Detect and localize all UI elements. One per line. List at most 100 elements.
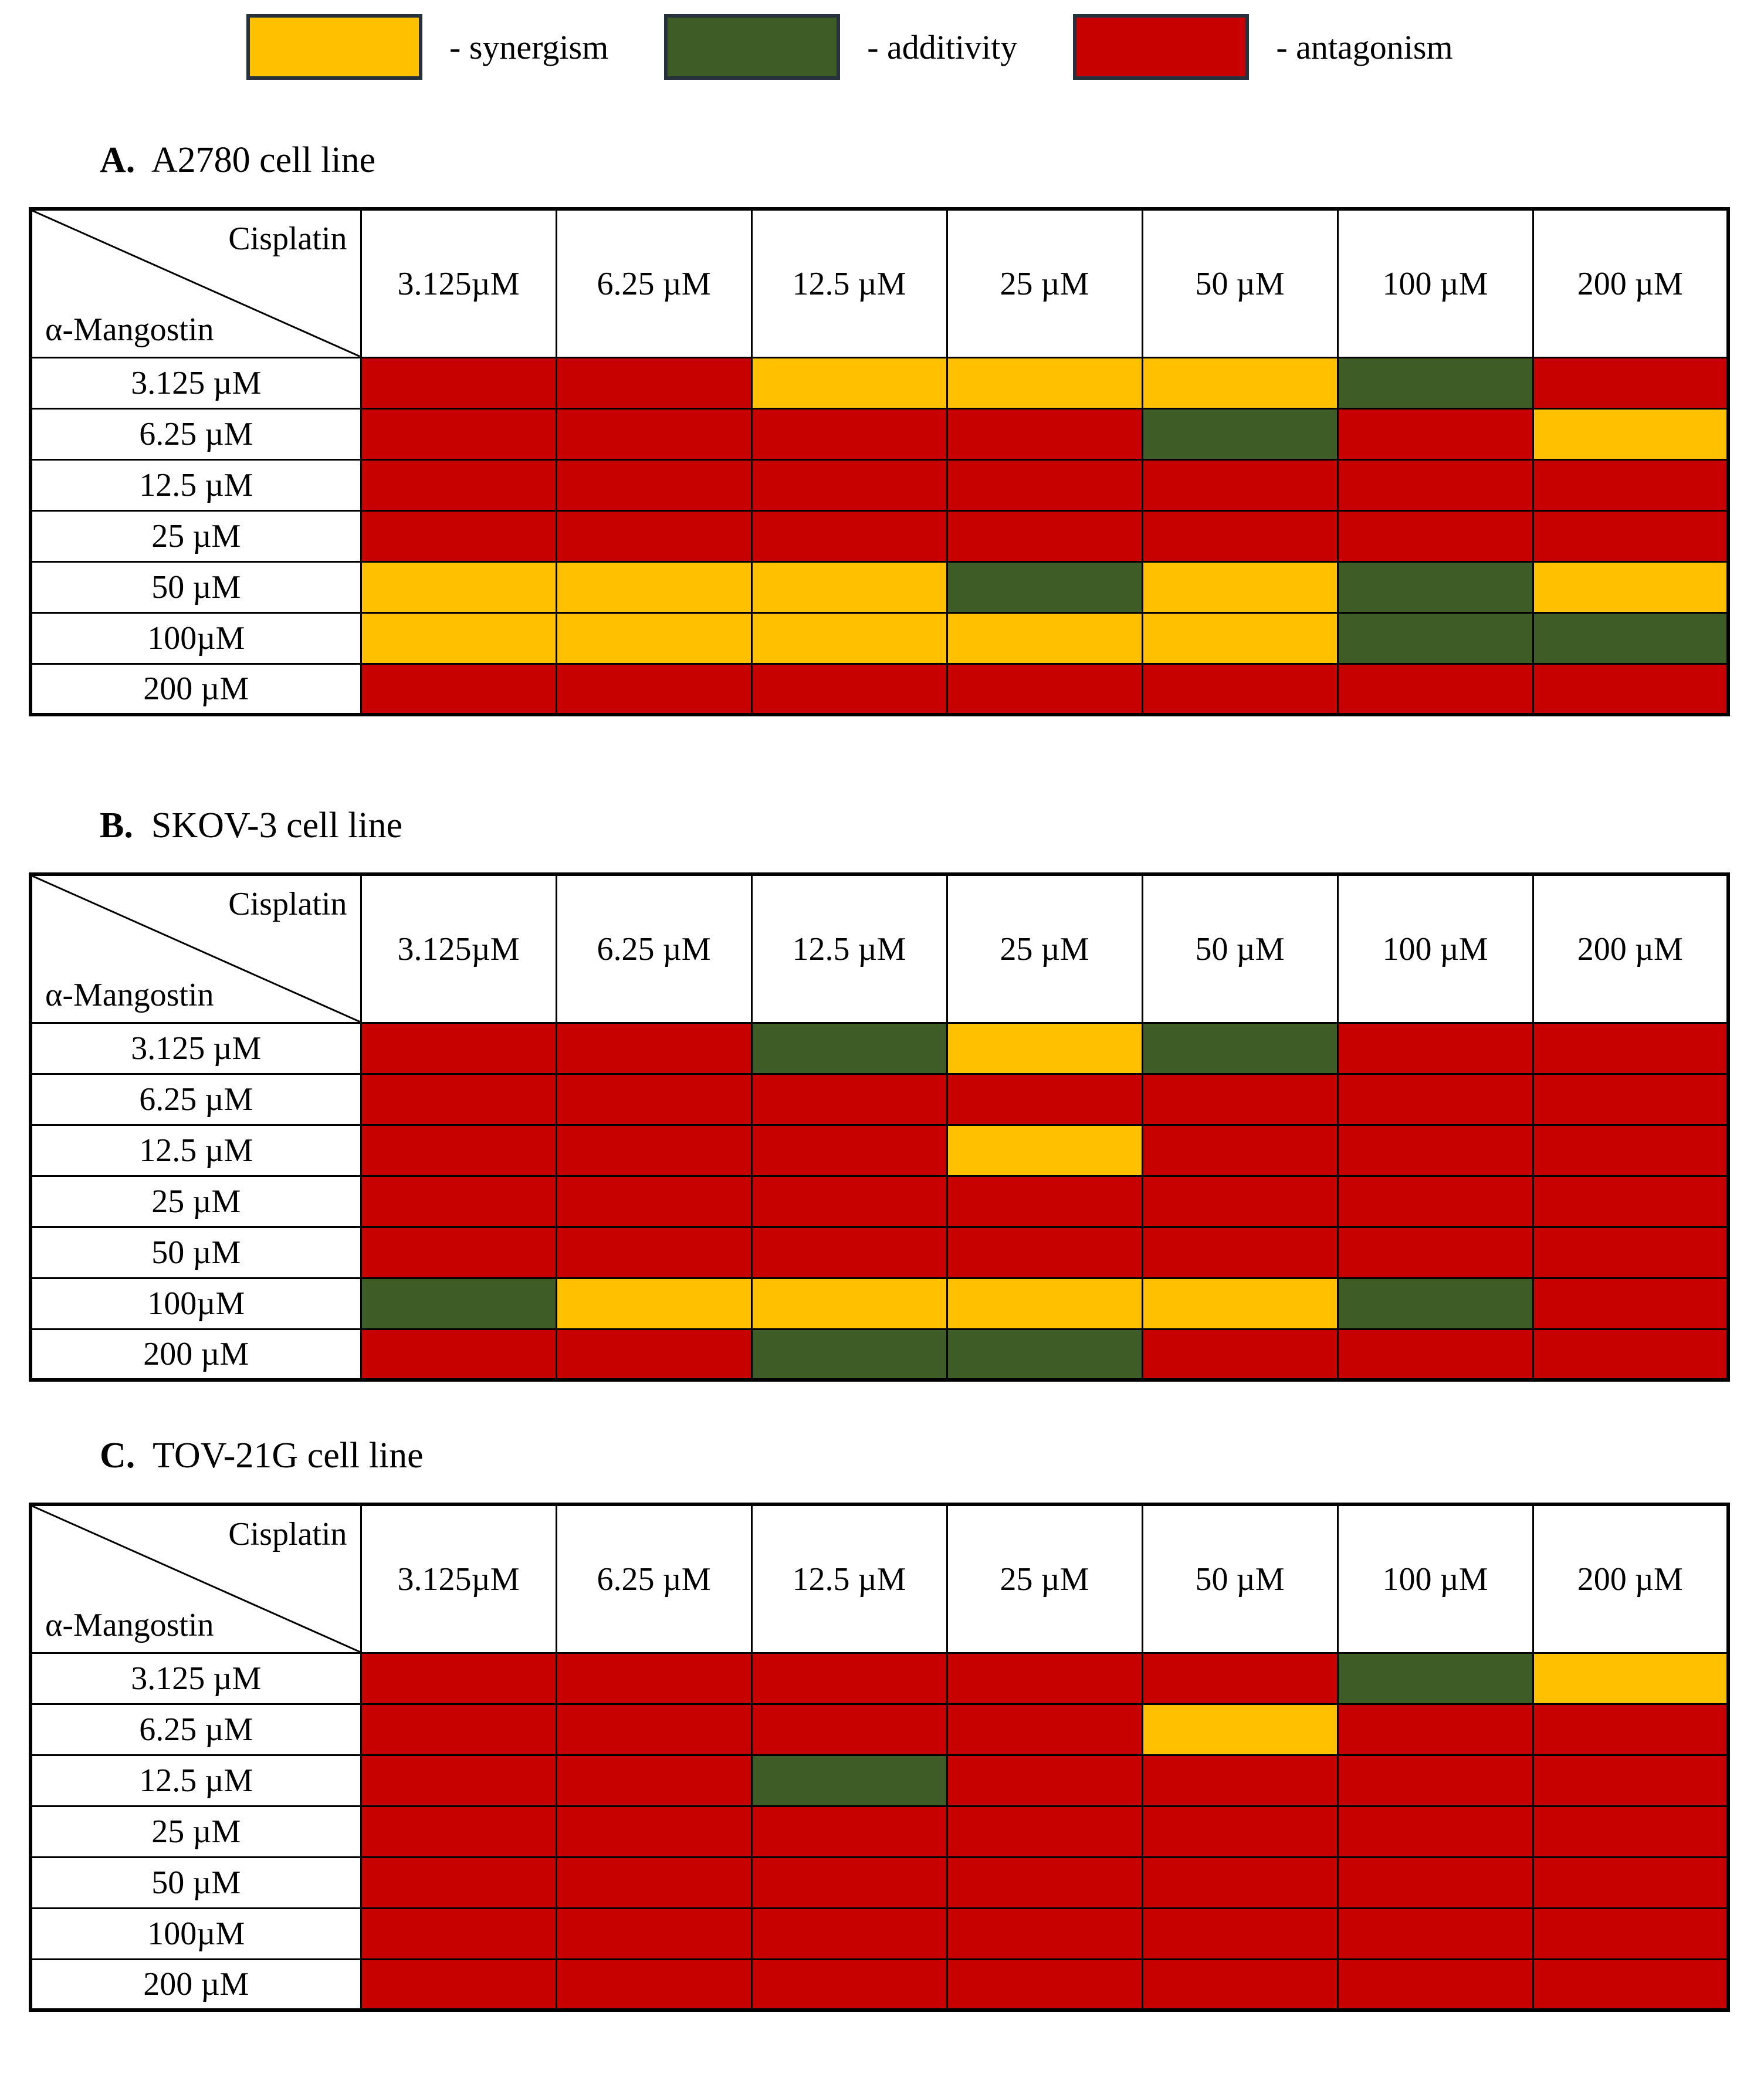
result-cell-antagonism (360, 662, 557, 716)
result-cell-antagonism (750, 1652, 948, 1705)
result-cell-antagonism (1141, 1652, 1339, 1705)
result-cell-antagonism (360, 1703, 557, 1756)
result-cell-antagonism (555, 1021, 753, 1075)
result-cell-synergism (946, 1277, 1143, 1330)
cisplatin-concentration-header: 12.5 µM (750, 1503, 948, 1654)
column-drug-label: Cisplatin (228, 886, 347, 923)
result-cell-antagonism (1532, 1277, 1729, 1330)
mangostin-concentration-label: 50 µM (29, 1856, 362, 1909)
result-cell-antagonism (1532, 662, 1729, 716)
result-cell-synergism (750, 356, 948, 410)
result-cell-synergism (555, 1277, 753, 1330)
cisplatin-concentration-header: 100 µM (1336, 208, 1534, 358)
table-row: 12.5 µM (29, 1124, 1729, 1177)
result-cell-antagonism (555, 1124, 753, 1177)
result-cell-additivity (1336, 1652, 1534, 1705)
cell-line-name: TOV-21G cell line (153, 1436, 424, 1476)
table-row: 100µM (29, 1277, 1729, 1330)
mangostin-concentration-label: 3.125 µM (29, 1021, 362, 1075)
result-cell-antagonism (1141, 1072, 1339, 1126)
result-cell-synergism (750, 1277, 948, 1330)
cisplatin-concentration-header: 25 µM (946, 1503, 1143, 1654)
result-cell-antagonism (1532, 1907, 1729, 1960)
result-cell-antagonism (555, 458, 753, 512)
cisplatin-concentration-header: 100 µM (1336, 1503, 1534, 1654)
row-drug-label: α-Mangostin (45, 311, 214, 348)
diagonal-divider (32, 876, 360, 1022)
result-cell-additivity (1336, 356, 1534, 410)
table-row: 50 µM (29, 1226, 1729, 1279)
result-cell-antagonism (946, 1958, 1143, 2011)
cisplatin-concentration-header: 12.5 µM (750, 873, 948, 1024)
result-cell-additivity (946, 560, 1143, 614)
result-cell-synergism (946, 356, 1143, 410)
result-cell-antagonism (360, 458, 557, 512)
mangostin-concentration-label: 50 µM (29, 560, 362, 614)
result-cell-antagonism (750, 1907, 948, 1960)
result-cell-antagonism (1141, 1226, 1339, 1279)
row-drug-label: α-Mangostin (45, 976, 214, 1013)
result-cell-antagonism (946, 1754, 1143, 1807)
result-cell-synergism (1141, 356, 1339, 410)
result-cell-additivity (750, 1328, 948, 1381)
result-cell-antagonism (1336, 458, 1534, 512)
result-cell-antagonism (750, 1805, 948, 1858)
result-cell-antagonism (360, 1175, 557, 1228)
cisplatin-concentration-header: 6.25 µM (555, 873, 753, 1024)
result-cell-antagonism (1532, 1805, 1729, 1858)
result-cell-antagonism (1336, 1175, 1534, 1228)
result-cell-antagonism (946, 1805, 1143, 1858)
result-cell-antagonism (946, 407, 1143, 461)
result-cell-antagonism (1532, 1754, 1729, 1807)
table-row: 25 µM (29, 1805, 1729, 1858)
result-cell-antagonism (946, 1072, 1143, 1126)
result-cell-synergism (1141, 1277, 1339, 1330)
cisplatin-concentration-header: 25 µM (946, 873, 1143, 1024)
mangostin-concentration-label: 12.5 µM (29, 1754, 362, 1807)
result-cell-antagonism (555, 1703, 753, 1756)
result-cell-synergism (360, 611, 557, 665)
result-cell-antagonism (1141, 1124, 1339, 1177)
panel-title: B. SKOV-3 cell line (100, 805, 1764, 847)
cisplatin-concentration-header: 50 µM (1141, 208, 1339, 358)
mangostin-concentration-label: 25 µM (29, 1805, 362, 1858)
panel-title: A. A2780 cell line (100, 140, 1764, 181)
legend-label: - antagonism (1276, 28, 1453, 66)
diagonal-divider (32, 1506, 360, 1652)
legend-item-synergism: - synergism (246, 14, 608, 80)
result-cell-antagonism (1141, 458, 1339, 512)
result-cell-antagonism (1532, 509, 1729, 563)
legend-item-antagonism: - antagonism (1073, 14, 1453, 80)
mangostin-concentration-label: 6.25 µM (29, 1072, 362, 1126)
result-cell-antagonism (555, 1072, 753, 1126)
result-cell-antagonism (1532, 1856, 1729, 1909)
panel-title: C. TOV-21G cell line (100, 1435, 1764, 1477)
result-cell-antagonism (750, 662, 948, 716)
panel-letter: A. (100, 140, 136, 180)
result-cell-antagonism (555, 1328, 753, 1381)
result-cell-antagonism (946, 509, 1143, 563)
result-cell-antagonism (555, 1175, 753, 1228)
result-cell-synergism (1532, 560, 1729, 614)
column-drug-label: Cisplatin (228, 1516, 347, 1553)
result-cell-antagonism (946, 1652, 1143, 1705)
result-cell-additivity (1141, 407, 1339, 461)
result-cell-antagonism (946, 1226, 1143, 1279)
result-cell-antagonism (360, 1907, 557, 1960)
result-cell-antagonism (1141, 1754, 1339, 1807)
panel-letter: B. (100, 806, 133, 845)
result-cell-antagonism (1336, 1907, 1534, 1960)
result-cell-antagonism (360, 1754, 557, 1807)
table-row: 12.5 µM (29, 1754, 1729, 1807)
result-cell-antagonism (1336, 407, 1534, 461)
result-cell-antagonism (555, 1907, 753, 1960)
result-cell-synergism (1532, 407, 1729, 461)
result-cell-antagonism (360, 1072, 557, 1126)
row-drug-label: α-Mangostin (45, 1606, 214, 1643)
table-row: 50 µM (29, 1856, 1729, 1909)
cisplatin-concentration-header: 200 µM (1532, 208, 1729, 358)
result-cell-antagonism (1141, 1175, 1339, 1228)
corner-cell: Cisplatin α-Mangostin (29, 1503, 362, 1654)
result-cell-antagonism (750, 1175, 948, 1228)
result-cell-synergism (1141, 560, 1339, 614)
